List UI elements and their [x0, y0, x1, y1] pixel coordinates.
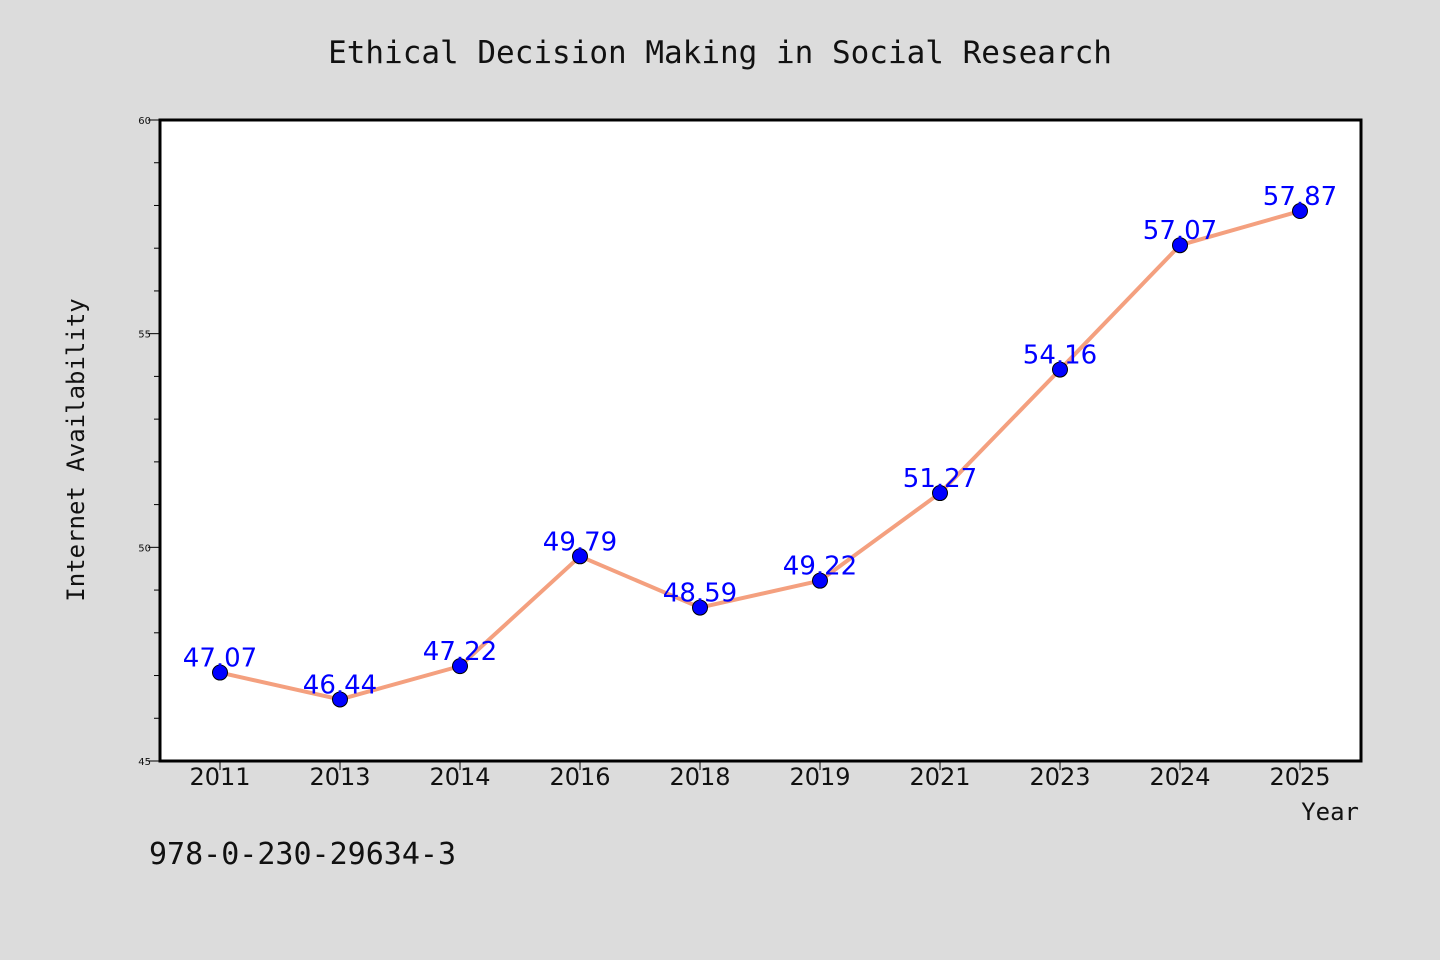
data-label: 57.07: [1143, 216, 1217, 246]
x-tick-label: 2025: [1269, 763, 1330, 791]
x-axis: 2011 2013 2014 2016 2018 2019 2021 2023 2024 2025: [189, 761, 1331, 791]
data-label: 49.22: [783, 552, 857, 582]
x-tick-label: 2024: [1149, 763, 1210, 791]
isbn-label: 978-0-230-29634-3: [149, 837, 456, 872]
data-point: [1172, 237, 1188, 254]
x-tick-label: 2013: [309, 763, 370, 791]
x-axis-title: Year: [1301, 798, 1359, 826]
data-point: [572, 548, 588, 565]
data-point: [1052, 361, 1068, 378]
y-tick-label: 45: [138, 757, 151, 768]
data-point: [212, 664, 228, 681]
y-tick-label: 55: [138, 330, 151, 341]
data-label: 47.22: [423, 637, 497, 667]
x-tick-label: 2014: [429, 763, 490, 791]
x-tick-label: 2023: [1029, 763, 1090, 791]
data-labels: 47.07 46.44 47.22 49.79 48.59 49.22 51.27 54.16…: [183, 182, 1337, 700]
y-tick-label: 60: [138, 116, 151, 127]
data-label: 49.79: [543, 527, 617, 557]
data-label: 46.44: [303, 670, 377, 700]
y-tick-label: 50: [138, 543, 151, 554]
data-point: [692, 599, 708, 616]
data-point: [1292, 203, 1308, 220]
data-label: 54.16: [1023, 341, 1097, 371]
data-label: 57.87: [1263, 182, 1337, 212]
y-axis: 45 50 55 60: [138, 116, 160, 768]
x-tick-label: 2018: [669, 763, 730, 791]
plot-area: [158, 118, 1363, 763]
data-markers: [212, 203, 1308, 708]
data-point: [332, 691, 348, 708]
x-tick-label: 2011: [189, 763, 250, 791]
x-tick-label: 2021: [909, 763, 970, 791]
x-tick-label: 2016: [549, 763, 610, 791]
series-line: [219, 209, 1301, 702]
data-point: [452, 658, 468, 675]
chart-title: Ethical Decision Making in Social Resear…: [328, 35, 1112, 71]
data-label: 48.59: [663, 579, 737, 609]
data-point: [812, 572, 828, 589]
data-label: 47.07: [183, 644, 257, 674]
y-axis-title: Internet Availability: [62, 298, 90, 601]
x-tick-label: 2019: [789, 763, 850, 791]
data-label: 51.27: [903, 464, 977, 494]
data-point: [932, 485, 948, 502]
